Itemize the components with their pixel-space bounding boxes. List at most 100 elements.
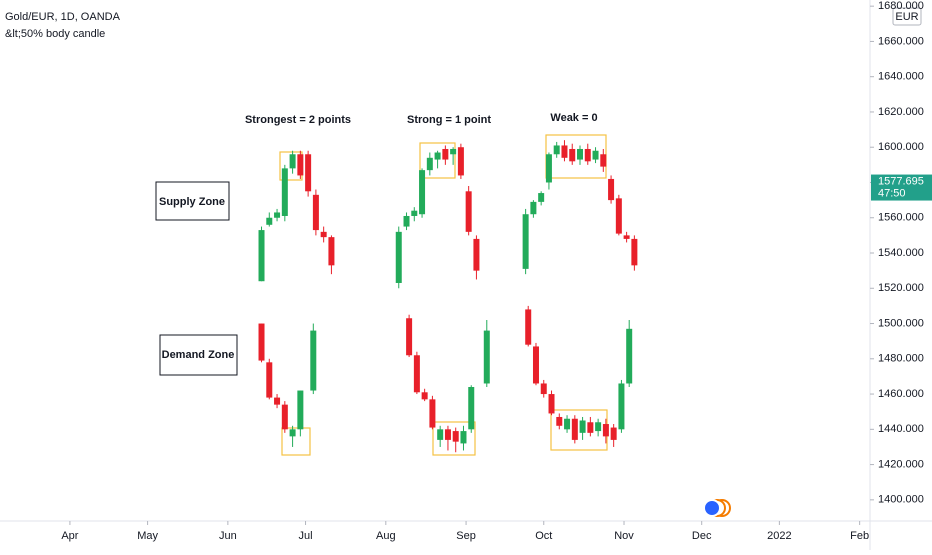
chart-title: Gold/EUR, 1D, OANDA: [5, 11, 121, 23]
y-tick-label: 1400.000: [878, 494, 924, 506]
logo-ring: [703, 499, 721, 517]
zone-label-box: [155, 181, 230, 221]
candle-body: [623, 235, 630, 239]
candle-body: [608, 178, 615, 201]
candle-body: [460, 431, 467, 444]
candle-body: [522, 214, 529, 269]
y-tick-label: 1600.000: [878, 141, 924, 153]
candle-body: [561, 145, 568, 158]
candle-body: [258, 230, 265, 282]
zone-label: Supply Zone: [159, 196, 225, 208]
candle-body: [434, 152, 441, 160]
candle-body: [579, 420, 586, 433]
candle-body: [631, 238, 638, 266]
candle-body: [297, 154, 304, 176]
zone-label: Demand Zone: [162, 349, 235, 361]
candle-body: [312, 194, 319, 231]
candle-body: [564, 418, 571, 430]
candle-body: [305, 154, 312, 192]
x-tick-label: Oct: [535, 530, 552, 542]
candle-body: [538, 193, 545, 202]
candle-body: [437, 429, 444, 440]
x-tick-label: Nov: [614, 530, 634, 542]
x-tick-label: Jul: [299, 530, 313, 542]
candle-body: [615, 198, 622, 234]
candle-body: [602, 424, 609, 437]
candle-body: [457, 147, 464, 176]
candle-body: [297, 390, 304, 430]
candle-body: [320, 231, 327, 238]
x-tick-label: 2022: [767, 530, 791, 542]
candle-body: [465, 191, 472, 232]
candle-body: [626, 328, 633, 384]
annotation: Strong = 1 point: [407, 114, 491, 126]
candle-body: [618, 383, 625, 430]
candle-body: [403, 215, 410, 227]
candle-body: [450, 148, 457, 155]
currency-box: [892, 7, 922, 26]
zone-box: [432, 421, 476, 456]
y-tick-label: 1680.000: [878, 0, 924, 12]
candle-body: [483, 330, 490, 384]
zone-box: [419, 142, 456, 179]
candle-body: [600, 154, 607, 167]
logo: [703, 499, 731, 517]
candle-body: [444, 429, 451, 440]
candle-body: [274, 397, 281, 405]
candle-body: [452, 431, 459, 442]
x-tick-label: May: [137, 530, 158, 542]
last-price-label: 1577.695: [878, 175, 924, 187]
candle-body: [413, 355, 420, 393]
candle-body: [281, 168, 288, 216]
x-tick-label: Feb: [850, 530, 869, 542]
indicator-name: &lt;50% body candle: [5, 28, 105, 40]
x-tick-label: Apr: [61, 530, 78, 542]
x-tick-label: Jun: [219, 530, 237, 542]
candle-body: [266, 217, 273, 225]
candle-body: [610, 427, 617, 440]
y-tick-label: 1460.000: [878, 388, 924, 400]
x-tick-label: Sep: [456, 530, 476, 542]
x-tick-label: Dec: [692, 530, 712, 542]
candle-body: [473, 238, 480, 271]
candle-body: [556, 416, 563, 426]
candle-body: [421, 392, 428, 400]
y-tick-label: 1520.000: [878, 282, 924, 294]
y-tick-label: 1660.000: [878, 35, 924, 47]
candle-body: [540, 383, 547, 395]
candle-body: [266, 362, 273, 398]
candle-body: [328, 237, 335, 266]
currency: EUR: [895, 11, 918, 23]
candle-body: [592, 150, 599, 160]
y-tick-label: 1540.000: [878, 247, 924, 259]
candle-body: [468, 387, 475, 430]
candle-body: [429, 399, 436, 428]
candle-body: [274, 212, 281, 218]
candle-body: [289, 154, 296, 169]
candle-body: [530, 201, 537, 215]
y-tick-label: 1640.000: [878, 71, 924, 83]
candle-body: [571, 418, 578, 440]
last-price-box: [871, 174, 932, 201]
candle-body: [548, 394, 555, 414]
candle-body: [281, 404, 288, 430]
candle-body: [553, 145, 560, 155]
candle-body: [569, 148, 576, 162]
candle-body: [289, 429, 296, 437]
candle-body: [584, 148, 591, 162]
x-tick-label: Aug: [376, 530, 396, 542]
candle-body: [595, 422, 602, 432]
annotation: Strongest = 2 points: [245, 114, 351, 126]
candle-body: [310, 330, 317, 391]
candle-body: [411, 210, 418, 216]
y-tick-label: 1620.000: [878, 106, 924, 118]
zone-label-box: [159, 334, 238, 376]
candle-body: [395, 231, 402, 283]
candle-body: [577, 148, 583, 160]
y-tick-label: 1500.000: [878, 317, 924, 329]
candle-body: [406, 318, 413, 356]
candle-body: [525, 309, 532, 345]
y-tick-label: 1560.000: [878, 212, 924, 224]
candle-body: [426, 157, 433, 171]
